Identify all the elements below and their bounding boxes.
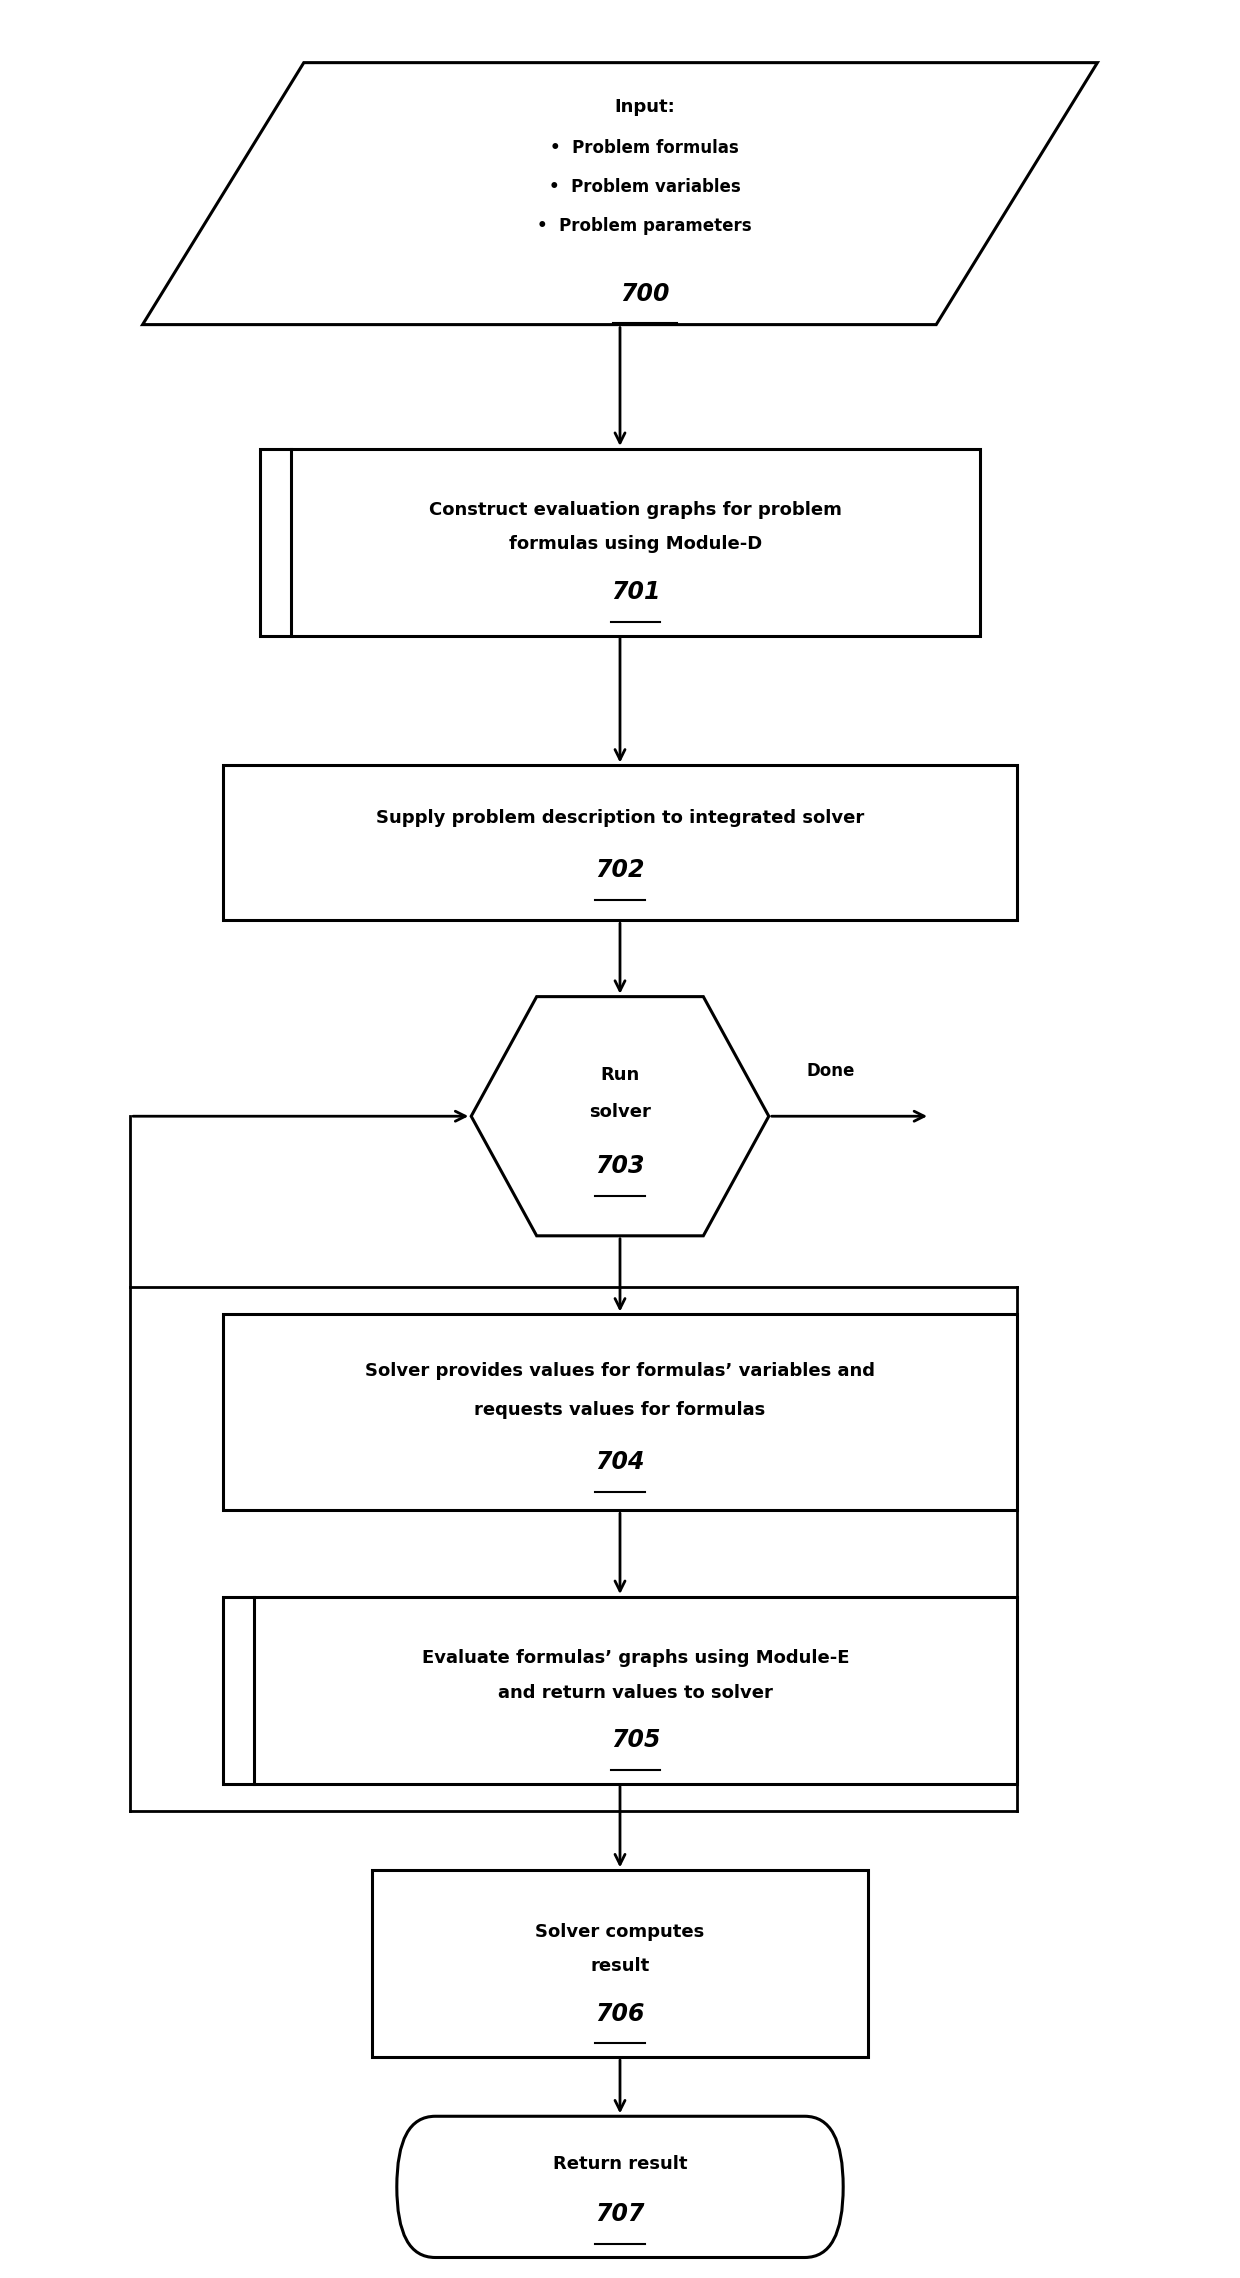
Text: 703: 703 [595,1155,645,1178]
Text: 700: 700 [620,282,670,305]
Text: formulas using Module-D: formulas using Module-D [508,535,763,554]
Text: Construct evaluation graphs for problem: Construct evaluation graphs for problem [429,501,842,519]
Text: •  Problem parameters: • Problem parameters [537,216,753,235]
Bar [260,449,980,636]
Bar [223,1314,1017,1510]
Text: requests values for formulas: requests values for formulas [475,1401,765,1419]
Text: solver: solver [589,1103,651,1121]
Text: 707: 707 [595,2203,645,2226]
Text: 705: 705 [611,1729,660,1752]
Text: Run: Run [600,1066,640,1084]
Bar [223,1597,1017,1784]
Text: Evaluate formulas’ graphs using Module-E: Evaluate formulas’ graphs using Module-E [422,1649,849,1667]
Text: Done: Done [806,1062,856,1080]
Text: 704: 704 [595,1451,645,1474]
Text: 706: 706 [595,2002,645,2025]
Text: Solver provides values for formulas’ variables and: Solver provides values for formulas’ var… [365,1362,875,1380]
Text: •  Problem variables: • Problem variables [549,178,740,196]
Text: Input:: Input: [615,98,675,116]
Text: Return result: Return result [553,2155,687,2173]
Bar [223,765,1017,920]
Bar [372,1870,868,2057]
Text: and return values to solver: and return values to solver [498,1683,773,1702]
Text: 701: 701 [611,581,660,604]
Text: result: result [590,1957,650,1975]
Text: Supply problem description to integrated solver: Supply problem description to integrated… [376,809,864,827]
Text: •  Problem formulas: • Problem formulas [551,139,739,157]
Text: Solver computes: Solver computes [536,1923,704,1941]
Text: 702: 702 [595,859,645,882]
